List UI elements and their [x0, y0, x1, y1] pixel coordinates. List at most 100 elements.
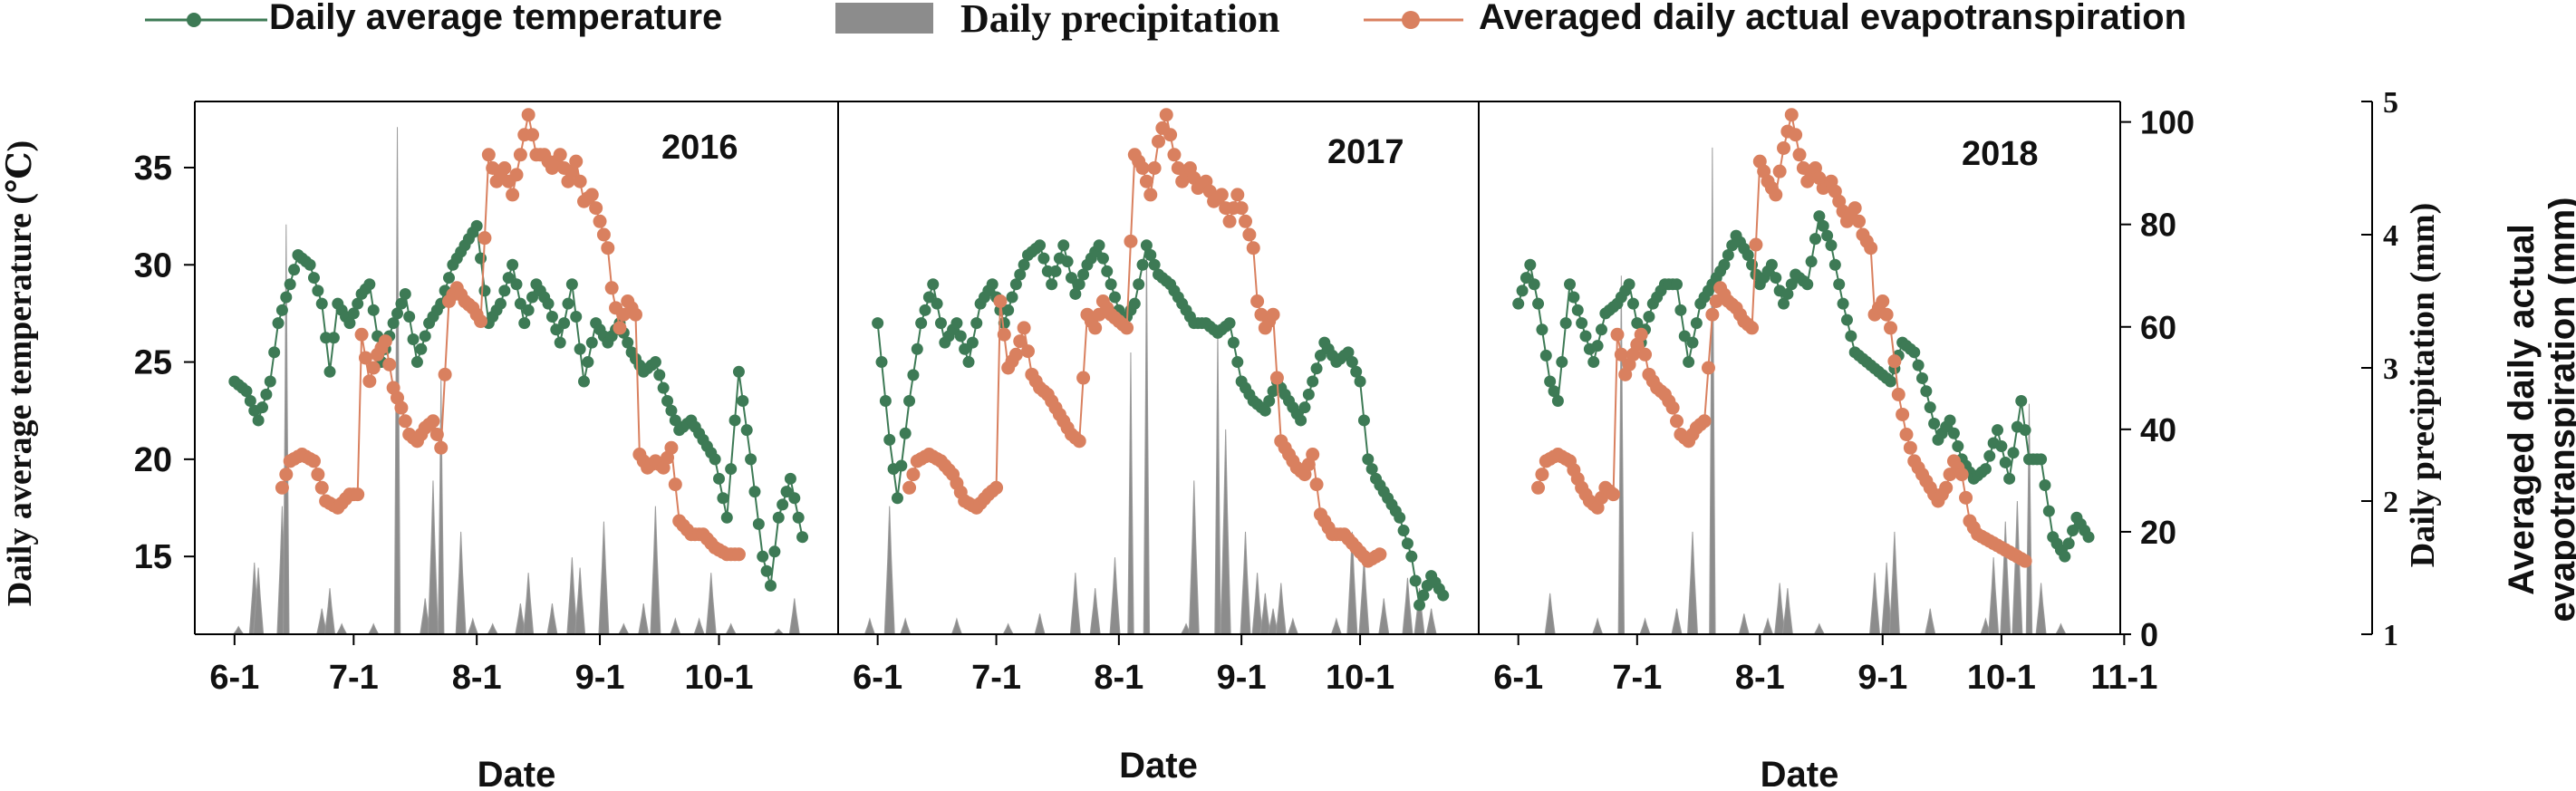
temperature-point — [395, 297, 408, 310]
et-point — [1013, 334, 1028, 349]
temperature-point — [907, 369, 920, 381]
temperature-point — [260, 388, 273, 400]
temperature-point — [998, 317, 1010, 330]
y-left-axis-title: Daily average temperature (℃) — [1, 140, 39, 606]
precip-bar — [1378, 598, 1390, 635]
temperature-point — [478, 285, 491, 297]
temperature-point — [1536, 323, 1548, 336]
temperature-point — [1825, 239, 1838, 252]
x-tick-label: 9-1 — [575, 659, 625, 697]
precip-bar — [950, 617, 963, 635]
et-point — [1606, 487, 1621, 502]
precip-bar — [393, 127, 401, 635]
plot-area: 6-1 7-1 8-1 9-1 10-1 Date 2016 6-1 7-1 8-1 9-1 10-1… — [134, 86, 2398, 791]
temperature-point — [403, 310, 416, 323]
temperature-point — [1915, 371, 1928, 384]
et-point — [731, 547, 746, 562]
temperature-point — [407, 333, 420, 346]
temperature-point — [1908, 346, 1921, 359]
et-point — [902, 480, 917, 495]
y-left-tick-label: 35 — [134, 150, 172, 188]
temperature-point — [713, 472, 726, 485]
precip-bar — [1813, 622, 1826, 635]
et-point — [1230, 188, 1245, 202]
et-point — [481, 148, 496, 162]
temperature-point — [558, 317, 571, 330]
temperature-point — [1587, 356, 1600, 369]
temperature-point — [1302, 388, 1315, 400]
precip-bar — [598, 521, 610, 635]
precip-bar — [1709, 147, 1716, 635]
temperature-point — [919, 304, 931, 316]
et-point — [1638, 347, 1653, 362]
et-point — [1670, 414, 1684, 429]
precip-bar — [1761, 617, 1774, 635]
temperature-point — [1551, 394, 1564, 407]
temperature-point — [2042, 505, 2055, 517]
precip-bar — [2055, 622, 2067, 635]
precip-bar — [1738, 613, 1750, 635]
et-point — [1143, 188, 1158, 202]
et-point — [1163, 128, 1178, 142]
temperature-point — [1671, 278, 1684, 291]
et-point — [429, 428, 444, 441]
y-et-tick-label: 2 — [2383, 486, 2398, 519]
temperature-point — [272, 317, 285, 330]
temperature-point — [391, 307, 404, 320]
temperature-point — [1409, 574, 1422, 587]
temperature-points-2018 — [1512, 210, 2095, 563]
et-point — [1531, 480, 1546, 495]
year-label-2018: 2018 — [1962, 135, 2039, 173]
legend-et-label: Averaged daily actual evapotranspiration — [1479, 0, 2186, 37]
temperature-point — [1813, 210, 1826, 223]
temperature-point — [2019, 424, 2031, 437]
temperature-point — [709, 453, 721, 466]
temperature-point — [1096, 252, 1109, 265]
temperature-point — [1057, 239, 1070, 252]
et-point — [1954, 468, 1969, 482]
temperature-point — [1144, 249, 1157, 262]
et-point — [1008, 347, 1023, 362]
et-point — [1769, 188, 1783, 202]
precip-bar — [1069, 573, 1081, 635]
x-tick-label: 8-1 — [1094, 659, 1143, 697]
temperature-point — [1805, 256, 1818, 268]
et-point — [1777, 140, 1791, 155]
temperature-point — [665, 404, 678, 417]
et-point — [1939, 480, 1954, 495]
precip-bar — [650, 506, 661, 635]
temperature-point — [622, 336, 634, 349]
et-point — [997, 327, 1011, 342]
et-point — [478, 231, 492, 246]
precip-bar — [1925, 608, 1936, 635]
temperature-point — [1928, 418, 1941, 430]
et-point — [1745, 321, 1760, 335]
legend-precipitation-label: Daily precipitation — [960, 0, 1279, 41]
temperature-point — [1564, 278, 1577, 291]
et-point — [1896, 407, 1910, 421]
et-point — [1887, 354, 1902, 369]
temperature-point — [1947, 427, 1960, 439]
temperature-point — [748, 486, 761, 498]
temperature-point — [1133, 278, 1145, 291]
precip-bar — [1188, 480, 1200, 635]
x-tick-label: 10-1 — [684, 659, 753, 697]
temperature-point — [565, 278, 578, 291]
y-precip-tick-label: 60 — [2140, 309, 2176, 346]
temperature-point — [1413, 599, 1426, 612]
precip-bar — [1544, 593, 1556, 635]
et-point — [521, 108, 535, 122]
temperature-points-2016 — [228, 219, 809, 592]
et-point — [1222, 214, 1237, 228]
et-point — [1535, 468, 1549, 482]
temperature-point — [922, 291, 935, 304]
temperature-point — [1979, 463, 1992, 476]
temperature-point — [526, 291, 539, 304]
temperature-point — [502, 272, 515, 285]
et-points-2016 — [275, 108, 746, 562]
precip-bar — [1781, 588, 1793, 635]
temperature-point — [1595, 323, 1607, 336]
temperature-point — [1837, 297, 1849, 310]
et-point — [1848, 201, 1862, 216]
et-point — [1614, 347, 1628, 362]
